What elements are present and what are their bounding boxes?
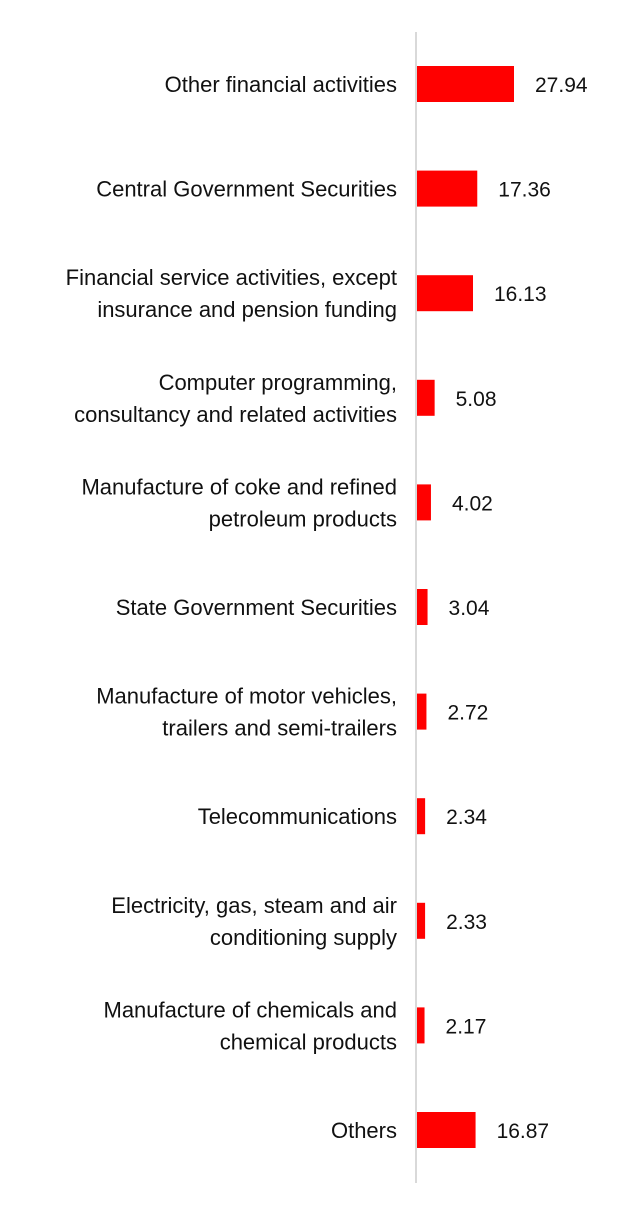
value-label: 4.02 — [452, 492, 493, 515]
category-label: Manufacture of motor vehicles, trailers a… — [96, 684, 397, 741]
bar — [417, 170, 478, 207]
bar — [417, 275, 473, 312]
bar — [417, 66, 514, 102]
labels-layer: 27.94 Other financial activities 17.36 Cent… — [66, 72, 588, 1143]
category-label-line: Manufacture of motor vehicles, — [96, 684, 397, 709]
value-label: 2.17 — [446, 1015, 487, 1038]
bar — [417, 1007, 425, 1044]
category-label-line: Central Government Securities — [96, 177, 397, 202]
category-label-line: Telecommunications — [198, 804, 397, 829]
value-label: 2.72 — [447, 702, 488, 725]
category-label-line: Others — [331, 1118, 397, 1143]
bars-layer — [417, 66, 514, 1148]
bar — [417, 1112, 476, 1148]
category-label: State Government Securities — [116, 595, 397, 620]
category-label-line: Other financial activities — [165, 72, 397, 97]
category-label-line: petroleum products — [209, 506, 397, 531]
bar — [417, 693, 427, 730]
category-label-line: Manufacture of coke and refined — [81, 474, 397, 499]
category-label-line: State Government Securities — [116, 595, 397, 620]
category-label: Manufacture of coke and refined petroleum… — [81, 474, 397, 531]
value-label: 3.04 — [449, 597, 490, 620]
category-label: Others — [331, 1118, 397, 1143]
category-label-line: Computer programming, — [159, 370, 397, 395]
bar — [417, 798, 426, 835]
category-label: Other financial activities — [165, 72, 397, 97]
category-label: Manufacture of chemicals and chemical pro… — [104, 997, 398, 1054]
category-label-line: insurance and pension funding — [97, 297, 397, 322]
category-label-line: trailers and semi-trailers — [162, 716, 397, 741]
bar — [417, 484, 431, 521]
bar — [417, 902, 426, 939]
category-label-line: Electricity, gas, steam and air — [111, 893, 397, 918]
category-label: Central Government Securities — [96, 177, 397, 202]
category-label-line: consultancy and related activities — [74, 402, 397, 427]
category-label-line: Financial service activities, except — [66, 265, 397, 290]
value-label: 17.36 — [498, 179, 551, 202]
category-label-line: chemical products — [220, 1029, 397, 1054]
value-label: 16.87 — [497, 1120, 550, 1143]
category-label-line: Manufacture of chemicals and — [104, 997, 398, 1022]
category-label: Computer programming, consultancy and rel… — [74, 370, 397, 427]
bar — [417, 379, 435, 416]
value-label: 2.33 — [446, 911, 487, 934]
value-label: 2.34 — [446, 806, 487, 829]
category-label: Telecommunications — [198, 804, 397, 829]
value-label: 5.08 — [456, 388, 497, 411]
category-label: Electricity, gas, steam and air condition… — [111, 893, 397, 950]
value-label: 16.13 — [494, 283, 547, 306]
bar — [417, 589, 428, 625]
category-label-line: conditioning supply — [210, 925, 397, 950]
value-label: 27.94 — [535, 74, 588, 97]
category-label: Financial service activities, except insu… — [66, 265, 397, 322]
